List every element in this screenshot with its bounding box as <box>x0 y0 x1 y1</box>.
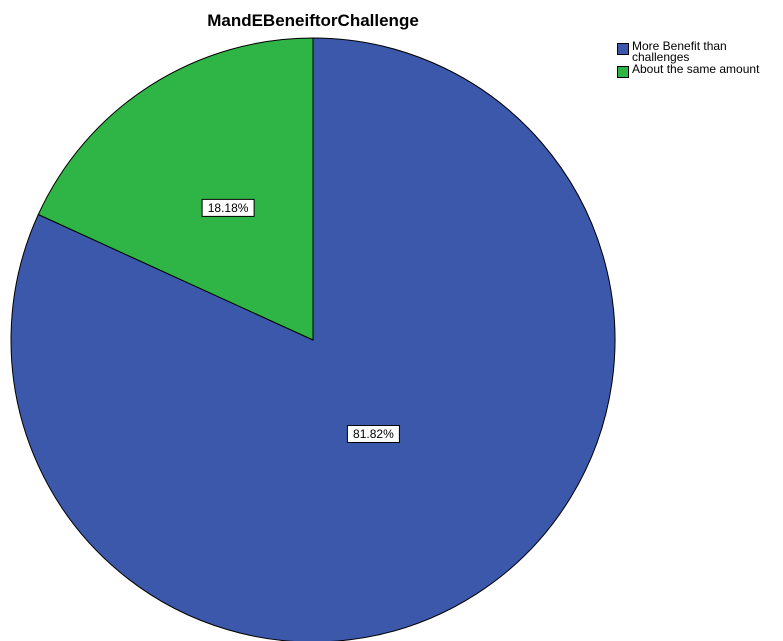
legend-swatch-about-same <box>617 66 629 78</box>
legend-label-about-same: About the same amount <box>632 62 760 76</box>
pie-slice-about-same <box>37 37 314 341</box>
data-label-text-about-same: 18.18% <box>208 201 249 215</box>
data-label-text-more-benefit: 81.82% <box>353 427 394 441</box>
data-label-box-more-benefit <box>346 425 400 444</box>
legend-item-about-same: About the same amount <box>617 62 782 78</box>
data-label-more-benefit: 81.82% <box>346 425 400 444</box>
legend-item-more-benefit: More Benefit than challenges <box>617 39 782 64</box>
legend: More Benefit than challenges About the s… <box>617 39 782 79</box>
data-label-box-about-same <box>201 198 255 217</box>
legend-swatch-more-benefit <box>617 43 629 55</box>
pie-chart: 81.82% 18.18% <box>10 37 616 641</box>
data-label-about-same: 18.18% <box>201 198 255 217</box>
legend-label-more-benefit: More Benefit than challenges <box>632 39 727 64</box>
pie-slice-more-benefit <box>10 37 616 641</box>
chart-title: MandEBeneiftorChallenge <box>207 11 419 30</box>
